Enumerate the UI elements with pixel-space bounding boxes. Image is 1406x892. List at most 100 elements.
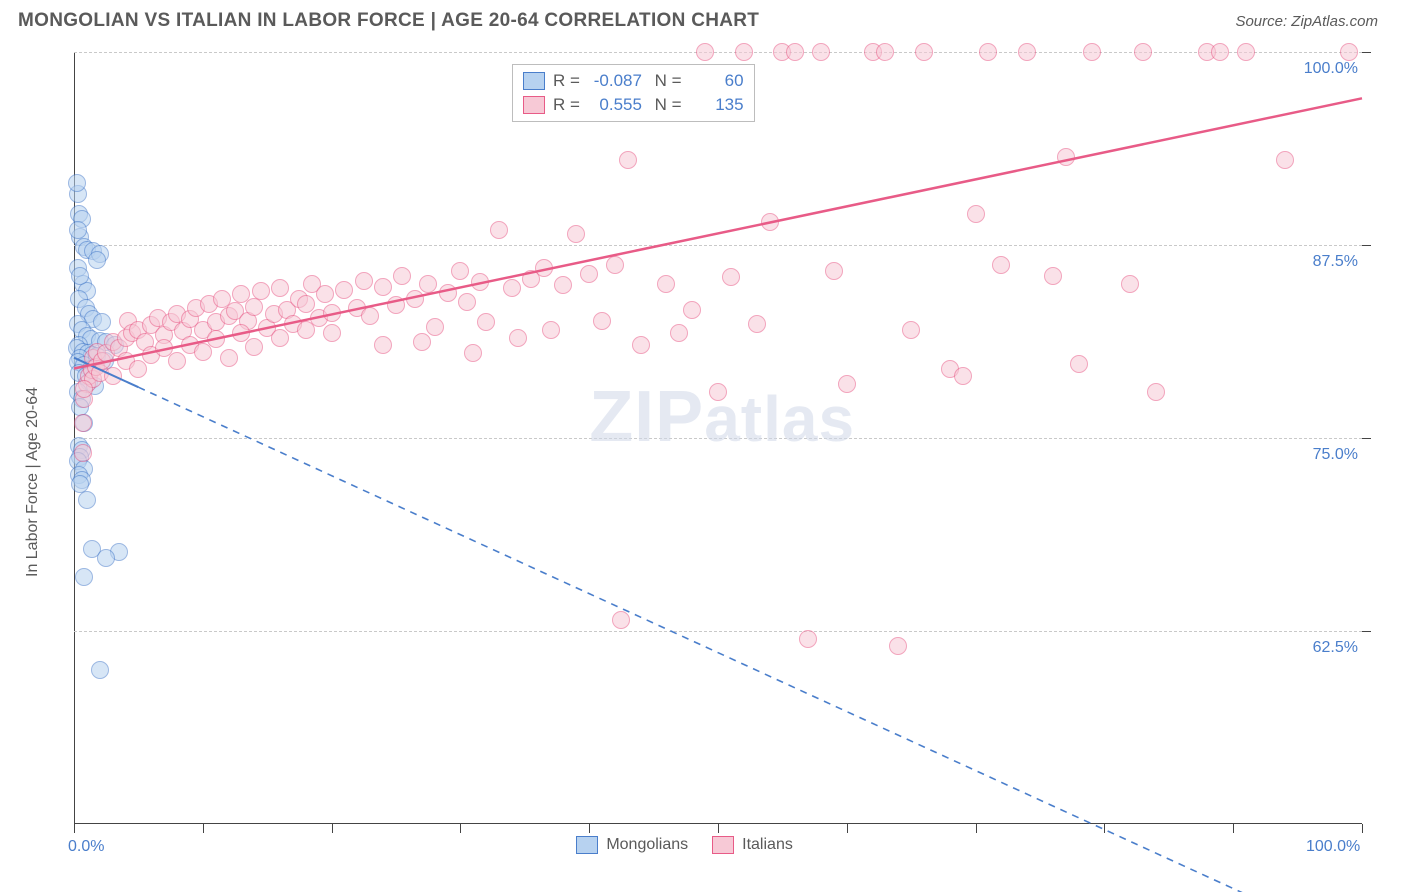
point-italians — [323, 304, 341, 322]
point-mongolians — [88, 251, 106, 269]
point-italians — [1237, 43, 1255, 61]
gridline-h — [74, 631, 1362, 632]
point-italians — [439, 284, 457, 302]
legend-r-value: 0.555 — [588, 93, 642, 117]
legend-r-label: R = — [553, 69, 580, 93]
point-italians — [657, 275, 675, 293]
point-italians — [387, 296, 405, 314]
y-tick — [1362, 631, 1371, 632]
point-italians — [1121, 275, 1139, 293]
x-tick — [1362, 824, 1363, 833]
point-italians — [323, 324, 341, 342]
point-italians — [812, 43, 830, 61]
y-axis-label: In Labor Force | Age 20-64 — [24, 387, 42, 577]
series-legend-item: Mongolians — [576, 836, 688, 854]
x-tick — [1233, 824, 1234, 833]
point-italians — [1147, 383, 1165, 401]
series-legend-label: Italians — [742, 836, 793, 854]
legend-n-value: 135 — [690, 93, 744, 117]
point-mongolians — [69, 221, 87, 239]
point-italians — [876, 43, 894, 61]
legend-r-value: -0.087 — [588, 69, 642, 93]
point-italians — [696, 43, 714, 61]
correlation-legend-row: R =-0.087 N =60 — [523, 69, 744, 93]
chart-area: In Labor Force | Age 20-64 62.5%75.0%87.… — [18, 44, 1388, 848]
point-italians — [722, 268, 740, 286]
point-italians — [1083, 43, 1101, 61]
x-tick — [718, 824, 719, 833]
legend-swatch — [523, 72, 545, 90]
source-attribution: Source: ZipAtlas.com — [1235, 13, 1378, 30]
point-italians — [361, 307, 379, 325]
x-tick — [589, 824, 590, 833]
point-italians — [413, 333, 431, 351]
point-italians — [670, 324, 688, 342]
series-legend-label: Mongolians — [606, 836, 688, 854]
point-italians — [1276, 151, 1294, 169]
point-italians — [1340, 43, 1358, 61]
point-italians — [902, 321, 920, 339]
x-tick — [460, 824, 461, 833]
y-tick — [1362, 52, 1371, 53]
point-italians — [799, 630, 817, 648]
point-italians — [542, 321, 560, 339]
x-tick — [847, 824, 848, 833]
legend-swatch — [523, 96, 545, 114]
y-tick-label: 87.5% — [1292, 253, 1358, 271]
point-italians — [503, 279, 521, 297]
point-italians — [580, 265, 598, 283]
point-italians — [632, 336, 650, 354]
point-italians — [825, 262, 843, 280]
y-tick-label: 75.0% — [1292, 446, 1358, 464]
y-tick — [1362, 438, 1371, 439]
point-italians — [1018, 43, 1036, 61]
point-italians — [612, 611, 630, 629]
x-tick-label-max: 100.0% — [1306, 838, 1360, 856]
point-italians — [74, 444, 92, 462]
point-italians — [606, 256, 624, 274]
point-italians — [426, 318, 444, 336]
point-italians — [458, 293, 476, 311]
correlation-legend-row: R =0.555 N =135 — [523, 93, 744, 117]
point-italians — [1057, 148, 1075, 166]
point-italians — [748, 315, 766, 333]
legend-swatch — [576, 836, 598, 854]
point-italians — [316, 285, 334, 303]
point-italians — [220, 349, 238, 367]
point-italians — [207, 330, 225, 348]
point-italians — [374, 336, 392, 354]
point-italians — [709, 383, 727, 401]
point-italians — [619, 151, 637, 169]
point-italians — [129, 360, 147, 378]
point-italians — [838, 375, 856, 393]
point-italians — [271, 279, 289, 297]
point-italians — [567, 225, 585, 243]
point-italians — [593, 312, 611, 330]
legend-n-value: 60 — [690, 69, 744, 93]
point-italians — [75, 380, 93, 398]
point-italians — [477, 313, 495, 331]
point-italians — [992, 256, 1010, 274]
point-italians — [1044, 267, 1062, 285]
point-mongolians — [91, 661, 109, 679]
point-italians — [245, 298, 263, 316]
series-legend-item: Italians — [712, 836, 793, 854]
x-tick — [1104, 824, 1105, 833]
x-tick — [74, 824, 75, 833]
point-mongolians — [75, 568, 93, 586]
point-mongolians — [78, 491, 96, 509]
point-italians — [954, 367, 972, 385]
point-italians — [355, 272, 373, 290]
gridline-h — [74, 438, 1362, 439]
point-italians — [406, 290, 424, 308]
point-italians — [104, 367, 122, 385]
x-tick — [976, 824, 977, 833]
point-italians — [297, 321, 315, 339]
point-mongolians — [71, 267, 89, 285]
point-italians — [464, 344, 482, 362]
point-italians — [1070, 355, 1088, 373]
point-italians — [393, 267, 411, 285]
point-italians — [1134, 43, 1152, 61]
point-italians — [74, 414, 92, 432]
point-italians — [786, 43, 804, 61]
